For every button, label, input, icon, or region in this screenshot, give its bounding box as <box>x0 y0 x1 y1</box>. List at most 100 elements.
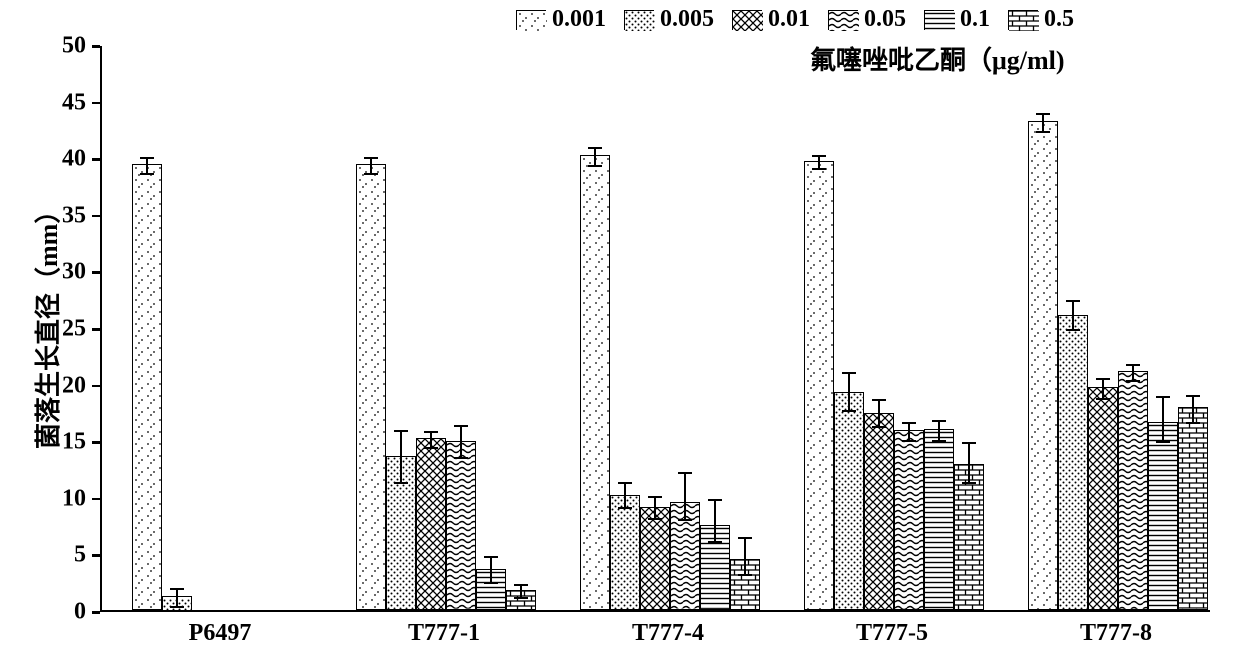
bar <box>132 164 162 610</box>
error-stem <box>624 483 626 497</box>
error-stem <box>714 500 716 527</box>
y-tick <box>92 158 100 161</box>
error-cap <box>364 173 378 175</box>
error-stem <box>684 473 686 505</box>
error-stem <box>1162 397 1164 424</box>
error-cap <box>738 537 752 539</box>
error-stem <box>370 158 372 166</box>
error-cap <box>364 157 378 159</box>
error-cap <box>514 597 528 599</box>
error-cap <box>932 420 946 422</box>
y-tick-label: 10 <box>52 485 86 512</box>
legend-swatch <box>516 10 546 30</box>
error-cap <box>738 574 752 576</box>
bar <box>834 392 864 610</box>
error-cap <box>1096 398 1110 400</box>
error-cap <box>1066 329 1080 331</box>
error-cap <box>962 442 976 444</box>
x-tick-label: T777-1 <box>408 620 480 647</box>
bar <box>356 164 386 610</box>
legend-swatch <box>924 10 954 30</box>
legend-swatch <box>624 10 654 30</box>
bar <box>580 155 610 610</box>
error-stem <box>908 423 910 432</box>
error-stem <box>1102 379 1104 389</box>
y-tick-label: 25 <box>52 316 86 343</box>
chart-container: 0.0010.0050.010.050.10.5 氟噻唑吡乙酮（μg/ml) 菌… <box>0 0 1240 664</box>
plot-area <box>100 46 1210 612</box>
x-tick-label: T777-5 <box>856 620 928 647</box>
error-cap <box>812 155 826 157</box>
error-stem <box>460 443 462 458</box>
error-cap <box>394 430 408 432</box>
error-cap <box>1036 113 1050 115</box>
error-stem <box>654 497 656 509</box>
error-cap <box>170 588 184 590</box>
error-stem <box>714 527 716 542</box>
error-cap <box>484 556 498 558</box>
error-cap <box>708 499 722 501</box>
error-cap <box>1126 380 1140 382</box>
error-cap <box>648 496 662 498</box>
error-stem <box>1042 114 1044 123</box>
error-cap <box>140 173 154 175</box>
error-cap <box>1186 395 1200 397</box>
legend: 0.0010.0050.010.050.10.5 <box>516 6 1092 38</box>
error-stem <box>1132 365 1134 373</box>
error-stem <box>818 156 820 163</box>
error-stem <box>744 561 746 575</box>
bar <box>894 430 924 610</box>
y-tick <box>92 215 100 218</box>
error-stem <box>490 557 492 572</box>
error-cap <box>484 582 498 584</box>
error-stem <box>400 458 402 483</box>
legend-swatch <box>732 10 762 30</box>
bar <box>804 161 834 610</box>
x-tick-label: T777-4 <box>632 620 704 647</box>
bar <box>1148 422 1178 610</box>
error-cap <box>708 541 722 543</box>
y-tick-label: 40 <box>52 146 86 173</box>
error-cap <box>1036 131 1050 133</box>
error-cap <box>424 431 438 433</box>
error-cap <box>588 147 602 149</box>
error-stem <box>146 158 148 166</box>
error-stem <box>1162 424 1164 442</box>
legend-label: 0.001 <box>552 6 606 33</box>
error-stem <box>878 400 880 415</box>
error-cap <box>170 606 184 608</box>
legend-label: 0.5 <box>1044 6 1074 33</box>
error-stem <box>594 148 596 157</box>
bar <box>446 441 476 610</box>
error-cap <box>872 399 886 401</box>
y-tick <box>92 611 100 614</box>
error-cap <box>678 519 692 521</box>
legend-swatch <box>828 10 858 30</box>
legend-swatch <box>1008 10 1038 30</box>
legend-label: 0.01 <box>768 6 810 33</box>
error-stem <box>460 426 462 443</box>
legend-item: 0.01 <box>732 6 810 33</box>
error-cap <box>1066 300 1080 302</box>
error-stem <box>1072 301 1074 317</box>
error-stem <box>176 589 178 598</box>
y-tick <box>92 441 100 444</box>
error-stem <box>400 431 402 458</box>
error-cap <box>1096 378 1110 380</box>
y-tick-label: 5 <box>52 542 86 569</box>
legend-item: 0.05 <box>828 6 906 33</box>
error-stem <box>848 373 850 393</box>
y-tick-label: 0 <box>52 599 86 626</box>
x-tick-label: T777-8 <box>1080 620 1152 647</box>
bar <box>954 464 984 610</box>
error-cap <box>140 157 154 159</box>
error-cap <box>902 422 916 424</box>
error-stem <box>684 504 686 520</box>
legend-item: 0.005 <box>624 6 714 33</box>
error-stem <box>1192 409 1194 423</box>
legend-item: 0.5 <box>1008 6 1074 33</box>
error-stem <box>968 443 970 466</box>
bar <box>640 507 670 610</box>
error-cap <box>842 372 856 374</box>
error-cap <box>588 165 602 167</box>
